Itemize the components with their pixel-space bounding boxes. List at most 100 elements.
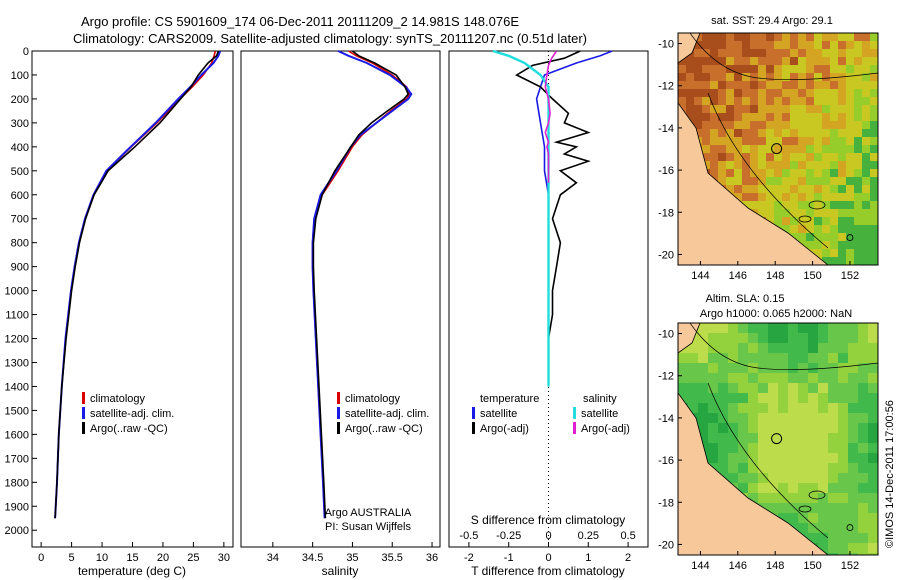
lat-tick-label: -18 — [658, 497, 674, 509]
map-cell — [814, 129, 822, 137]
map-cell — [806, 57, 814, 65]
map-cell — [734, 193, 742, 201]
map-cell — [750, 113, 758, 121]
map-cell — [718, 323, 728, 333]
map-cell — [868, 373, 878, 383]
map-cell — [798, 113, 806, 121]
map-cell — [822, 161, 830, 169]
map-cell — [710, 89, 718, 97]
map-cell — [734, 65, 742, 73]
map-cell — [838, 233, 846, 241]
depth-tick-label: 1100 — [5, 310, 29, 322]
map-cell — [782, 73, 790, 81]
map-cell — [686, 65, 694, 73]
map-cell — [790, 169, 798, 177]
map-cell — [734, 113, 742, 121]
map-cell — [838, 249, 846, 257]
map-cell — [848, 343, 858, 353]
map-cell — [858, 493, 868, 503]
map-cell — [854, 105, 862, 113]
lon-tick-label: 146 — [729, 560, 747, 572]
map-frame — [677, 322, 879, 556]
map-cell — [848, 513, 858, 523]
map-cell — [742, 73, 750, 81]
map-cell — [778, 493, 788, 503]
map-cell — [718, 423, 728, 433]
map-cell — [774, 153, 782, 161]
map-cell — [728, 403, 738, 413]
map-cell — [768, 423, 778, 433]
lat-tick-label: -14 — [658, 123, 674, 135]
map-cell — [830, 105, 838, 113]
map-cell — [686, 97, 694, 105]
map-cell — [846, 73, 854, 81]
map-cell — [822, 233, 830, 241]
map-cell — [718, 363, 728, 373]
map-cell — [838, 241, 846, 249]
map-cell — [848, 483, 858, 493]
map-cell — [830, 57, 838, 65]
map-cell — [766, 193, 774, 201]
map-cell — [702, 145, 710, 153]
map-cell — [718, 403, 728, 413]
map-cell — [708, 453, 718, 463]
map-cell — [868, 363, 878, 373]
map-cell — [694, 41, 702, 49]
map-cell — [822, 249, 830, 257]
map-cell — [862, 49, 870, 57]
map-cell — [748, 473, 758, 483]
map-cell — [798, 363, 808, 373]
map-cell — [708, 383, 718, 393]
map-cell — [728, 353, 738, 363]
map-cell — [798, 185, 806, 193]
map-cell — [838, 161, 846, 169]
map-cell — [788, 383, 798, 393]
map-cell — [870, 241, 878, 249]
map-cell — [750, 33, 758, 41]
map-cell — [758, 41, 766, 49]
map-cell — [728, 473, 738, 483]
map-cell — [758, 81, 766, 89]
x-tick-label: 20 — [157, 552, 169, 564]
map-cell — [808, 513, 818, 523]
map-cell — [868, 453, 878, 463]
map-cell — [718, 333, 728, 343]
map-cell — [862, 217, 870, 225]
depth-tick-label: 300 — [11, 118, 29, 130]
map-cell — [726, 113, 734, 121]
map-cell — [748, 333, 758, 343]
legend-label-satellite: satellite-adj. clim. — [90, 408, 174, 420]
map-cell — [726, 73, 734, 81]
map-cell — [854, 169, 862, 177]
map-cell — [838, 57, 846, 65]
map-cell — [870, 89, 878, 97]
map-cell — [698, 403, 708, 413]
map-cell — [742, 41, 750, 49]
map-cell — [822, 33, 830, 41]
map-cell — [868, 323, 878, 333]
salinity-xlabel: salinity — [322, 564, 359, 578]
map-cell — [748, 323, 758, 333]
map-cell — [846, 185, 854, 193]
map-cell — [808, 433, 818, 443]
map-cell — [858, 363, 868, 373]
difference-legend: temperature salinity satellite Argo(-adj… — [472, 393, 630, 435]
map-cell — [838, 523, 848, 533]
map-cell — [718, 49, 726, 57]
map-cell — [838, 473, 848, 483]
map-cell — [848, 363, 858, 373]
map-cell — [768, 343, 778, 353]
depth-tick-label: 1400 — [5, 381, 29, 393]
map-cell — [688, 353, 698, 363]
map-cell — [758, 423, 768, 433]
map-cell — [838, 453, 848, 463]
map-cell — [838, 543, 848, 553]
map-cell — [838, 89, 846, 97]
map-cell — [738, 373, 748, 383]
map-cell — [814, 225, 822, 233]
map-cell — [818, 323, 828, 333]
map-cell — [758, 121, 766, 129]
map-cell — [858, 513, 868, 523]
map-cell — [782, 49, 790, 57]
map-cell — [830, 161, 838, 169]
